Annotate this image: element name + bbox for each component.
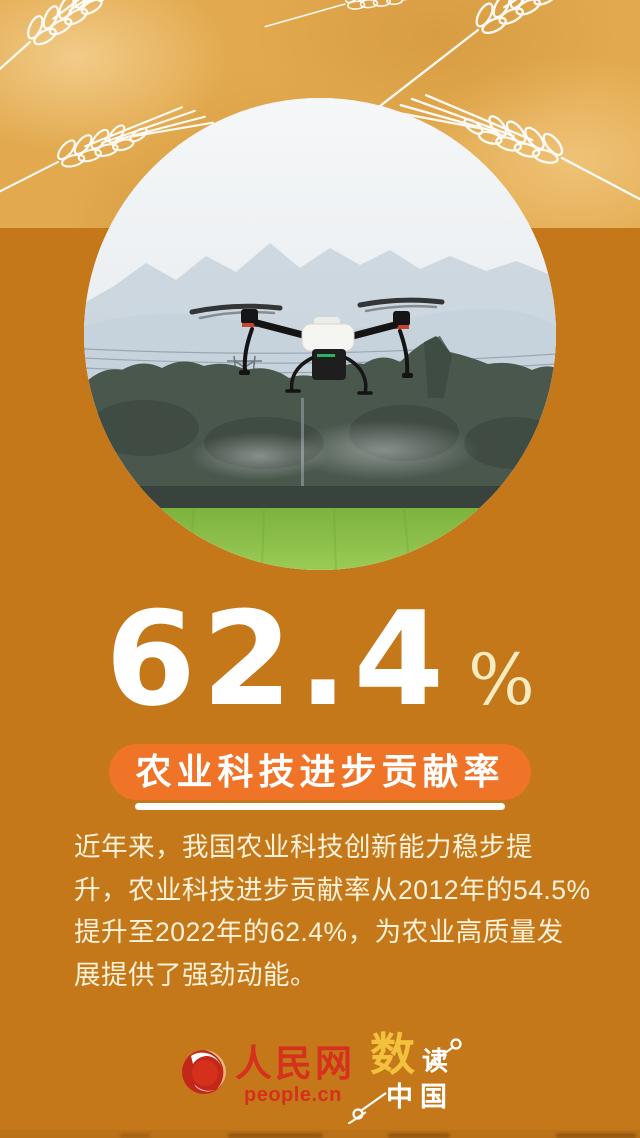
people-cn-domain: people.cn: [244, 1083, 342, 1106]
shudu-char-zhong: 中: [386, 1082, 413, 1112]
nozzles: [285, 389, 373, 395]
footer: 人民网 people.cn 数 读 中 国: [0, 1032, 640, 1128]
drone-photo: [84, 98, 556, 570]
drone-photo-illustration: [84, 98, 556, 570]
people-cn-logo: 人民网 people.cn: [181, 1044, 355, 1107]
shudu-char-guo: 国: [420, 1082, 447, 1112]
body-paragraph: 近年来，我国农业科技创新能力稳步提 升，农业科技进步贡献率从2012年的54.5…: [74, 826, 594, 996]
bottom-watermark-smudge: [0, 1130, 640, 1138]
people-cn-name: 人民网: [235, 1041, 355, 1085]
propellers: [189, 297, 445, 315]
body-line: 展提供了强劲动能。: [74, 959, 317, 990]
watermark-fragment: [120, 1133, 150, 1138]
motor-accent: [394, 325, 409, 329]
badge-underline: [135, 803, 505, 810]
trend-line-icon: [348, 1038, 462, 1124]
body-line: 升，农业科技进步贡献率从2012年的54.5%: [74, 874, 591, 905]
shudu-char-shu: 数: [370, 1028, 416, 1081]
stat-badge-wrap: 农业科技进步贡献率: [0, 744, 640, 810]
hoses: [289, 356, 368, 395]
spray-mist: [189, 432, 329, 480]
headline-stat: 62.4 %: [0, 594, 640, 724]
watermark-fragment: [228, 1133, 323, 1138]
motor-accent: [242, 323, 257, 327]
status-light: [317, 354, 335, 357]
stat-badge: 农业科技进步贡献率: [109, 744, 531, 800]
stat-value: 62.4: [105, 583, 451, 735]
landing-legs: [242, 327, 410, 377]
rice-field: [84, 508, 556, 570]
drone: [189, 297, 445, 395]
shudu-zhongguo-logo: 数 读 中 国: [348, 1032, 468, 1124]
watermark-fragment: [388, 1133, 450, 1138]
stat-unit-percent: %: [468, 639, 535, 721]
watermark-fragment: [556, 1133, 636, 1138]
body-line: 提升至2022年的62.4%，为农业高质量发: [74, 917, 564, 947]
shudu-char-du: 读: [422, 1046, 449, 1076]
body-line: 近年来，我国农业科技创新能力稳步提: [74, 832, 533, 862]
field-horizon: [84, 486, 556, 510]
spray-mist: [289, 420, 479, 480]
people-globe-icon: [182, 1050, 226, 1094]
